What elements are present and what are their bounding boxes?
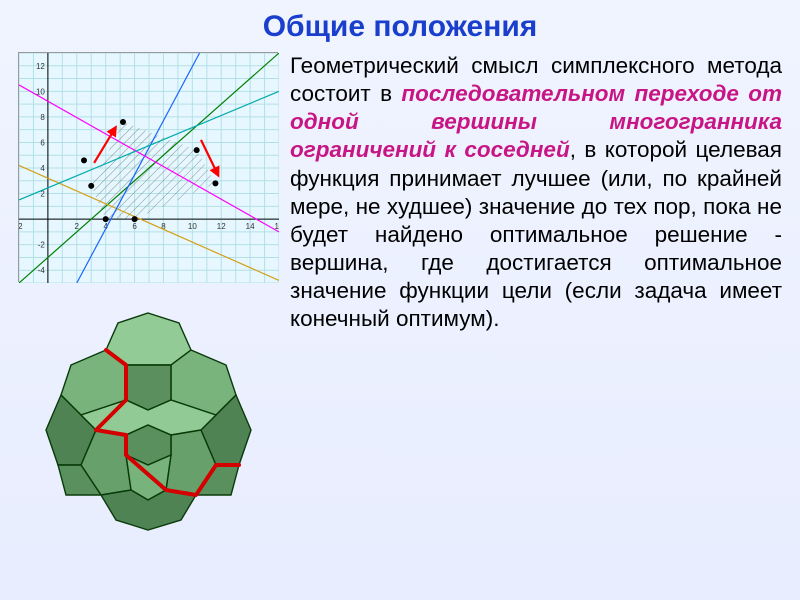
svg-text:8: 8 <box>40 113 45 122</box>
svg-text:14: 14 <box>246 222 255 231</box>
figures-column: -2246810121416-4-224681012 <box>18 52 278 582</box>
slide-title: Общие положения <box>18 10 782 44</box>
body-part-2: , в которой целевая функция принимает лу… <box>290 137 782 331</box>
svg-text:6: 6 <box>132 222 137 231</box>
svg-text:-4: -4 <box>38 266 46 275</box>
svg-text:4: 4 <box>40 164 45 173</box>
svg-text:10: 10 <box>188 222 197 231</box>
svg-text:12: 12 <box>36 62 45 71</box>
svg-text:-2: -2 <box>19 222 23 231</box>
svg-text:4: 4 <box>103 222 108 231</box>
svg-text:6: 6 <box>40 138 45 147</box>
svg-text:12: 12 <box>217 222 226 231</box>
body-text: Геометрический смысл симплексного метода… <box>290 52 782 582</box>
svg-text:-2: -2 <box>38 241 46 250</box>
content-row: -2246810121416-4-224681012 Геометрически… <box>18 52 782 582</box>
simplex-2d-chart: -2246810121416-4-224681012 <box>18 52 278 282</box>
polyhedron-figure <box>18 292 278 552</box>
